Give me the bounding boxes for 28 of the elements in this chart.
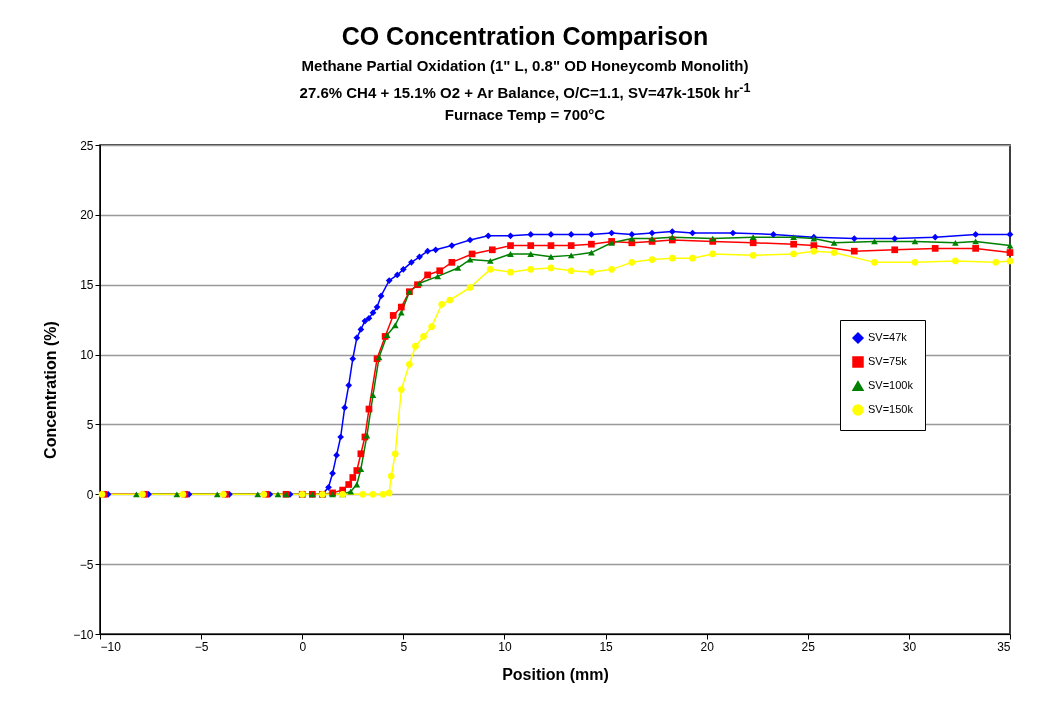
legend-label: SV=47k [868, 331, 908, 343]
legend-label: SV=150k [868, 403, 914, 415]
x-tick-label: −5 [194, 639, 209, 654]
text: Methane Partial Oxidation (1" L, 0.8" OD Honeycomb Monolith) [301, 57, 749, 74]
legend-label: SV=75k [868, 355, 908, 367]
x-tick-label: 30 [902, 639, 917, 654]
x-tick-label: 20 [700, 639, 715, 654]
x-tick-label: 0 [299, 639, 307, 654]
y-axis-title: Concentration (%) [42, 321, 60, 459]
x-tick-label: −10 [100, 639, 122, 654]
x-tick-label: 10 [498, 639, 512, 654]
legend-label: SV=100k [868, 379, 914, 391]
y-tick-label: 25 [80, 138, 94, 153]
y-tick-label: 10 [80, 348, 94, 363]
y-tick-label: 0 [86, 487, 94, 502]
text: 27.6% CH4 + 15.1% O2 + Ar Balance, O/C=1.1, SV=47k-150k hr$^{-1}$ [299, 81, 751, 101]
y-tick-label: 20 [80, 208, 94, 223]
x-tick-label: 25 [801, 639, 816, 654]
x-axis-title: Position (mm) [502, 665, 609, 683]
chart-title: CO Concentration Comparison [340, 22, 710, 51]
y-tick-label: 15 [80, 278, 94, 293]
x-tick-label: 35 [997, 639, 1011, 654]
y-tick-label: 5 [86, 417, 94, 432]
x-tick-label: 5 [400, 639, 408, 654]
text: Furnace Temp = 700°C [444, 106, 606, 123]
y-tick-label: −5 [79, 557, 94, 572]
y-tick-label: −10 [73, 627, 94, 642]
x-tick-label: 15 [599, 639, 614, 654]
